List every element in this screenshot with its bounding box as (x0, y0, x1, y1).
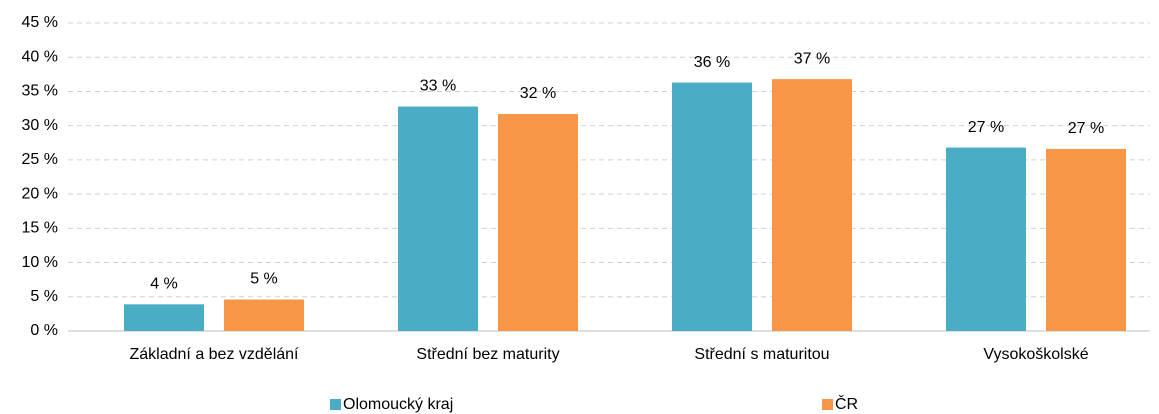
bar (124, 304, 204, 331)
y-tick-label: 15 % (22, 220, 58, 237)
x-tick-label: Základní a bez vzdělání (130, 346, 300, 363)
bar (946, 147, 1026, 331)
y-tick-label: 10 % (22, 254, 58, 271)
value-label: 33 % (420, 78, 456, 95)
bar (398, 106, 478, 331)
bar (672, 82, 752, 332)
x-tick-label: Střední bez maturity (416, 346, 559, 363)
legend-label: Olomoucký kraj (343, 396, 453, 413)
bar (498, 114, 578, 331)
y-tick-label: 20 % (22, 185, 58, 202)
y-tick-label: 25 % (22, 151, 58, 168)
value-label: 37 % (794, 50, 830, 67)
value-label: 27 % (968, 119, 1004, 136)
legend-label: ČR (835, 394, 858, 413)
x-tick-label: Střední s maturitou (694, 346, 829, 363)
y-tick-label: 0 % (30, 322, 58, 339)
y-tick-label: 40 % (22, 48, 58, 65)
legend-swatch (330, 399, 341, 410)
x-tick-label: Vysokoškolské (983, 346, 1088, 363)
y-tick-label: 45 % (22, 14, 58, 31)
y-tick-label: 30 % (22, 117, 58, 134)
bar (772, 79, 852, 331)
legend-swatch (822, 399, 833, 410)
value-label: 32 % (520, 85, 556, 102)
bar (1046, 148, 1126, 331)
y-tick-label: 5 % (30, 288, 58, 305)
bar (224, 299, 304, 331)
value-label: 27 % (1068, 120, 1104, 137)
y-tick-label: 35 % (22, 83, 58, 100)
value-label: 5 % (250, 271, 278, 288)
value-label: 4 % (150, 276, 178, 293)
value-label: 36 % (694, 54, 730, 71)
